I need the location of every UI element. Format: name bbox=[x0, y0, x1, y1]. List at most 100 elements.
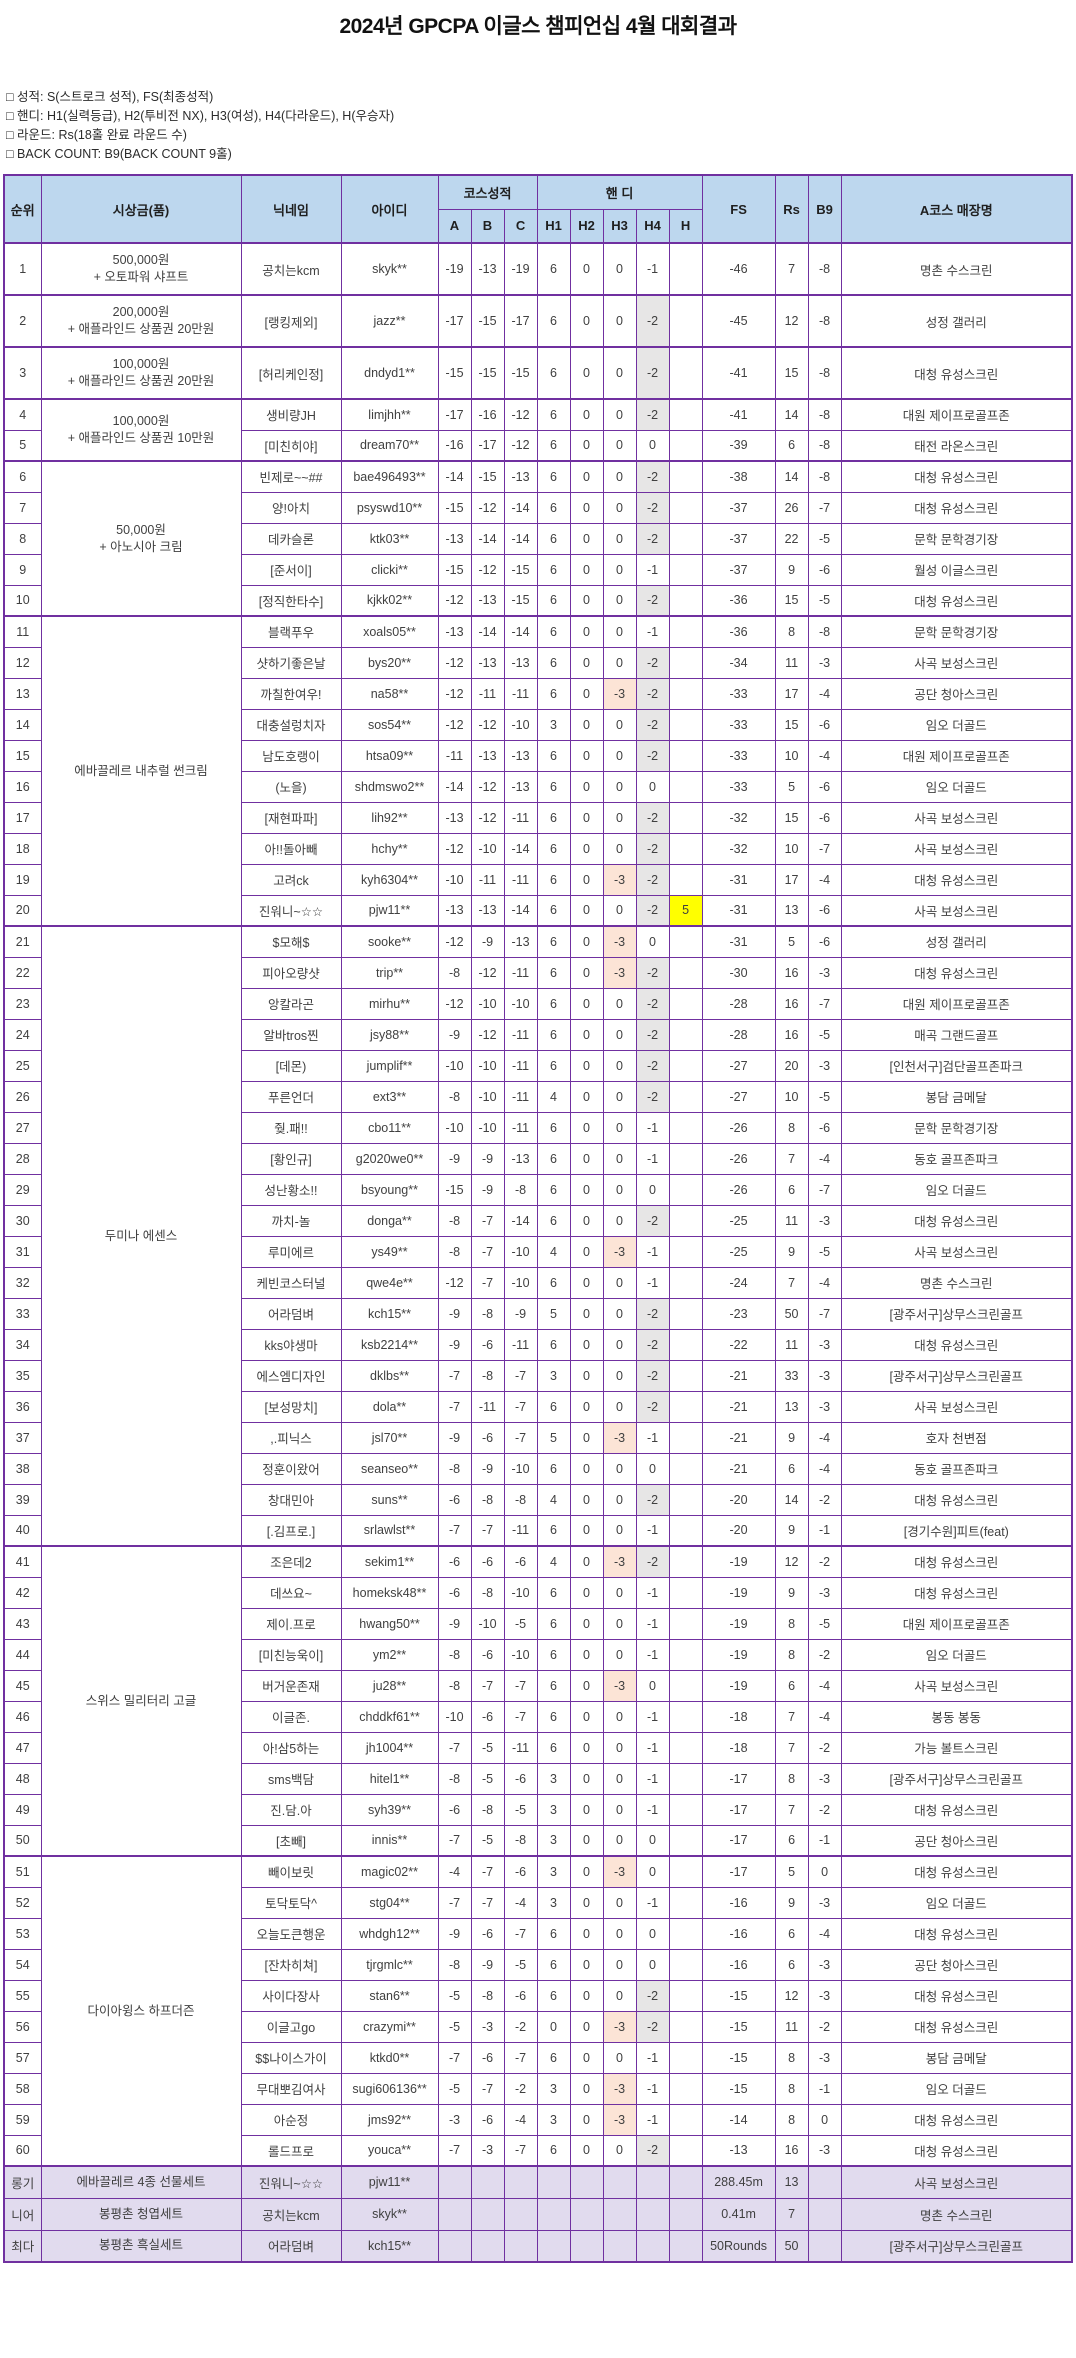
cell-score-c: -11 bbox=[503, 1328, 538, 1361]
cell-h1 bbox=[536, 2197, 571, 2231]
cell-h bbox=[668, 2165, 703, 2199]
cell-score-c: -14 bbox=[503, 1204, 538, 1237]
cell-prize: 봉평촌 흑실세트 bbox=[40, 2229, 242, 2263]
cell-score-b: -12 bbox=[470, 708, 505, 741]
cell-score-c: -4 bbox=[503, 2103, 538, 2136]
cell-h2: 0 bbox=[569, 1855, 604, 1888]
cell-fs: -32 bbox=[701, 832, 776, 865]
cell-store: 대청 유성스크린 bbox=[840, 1855, 1073, 1888]
cell-score-c: -10 bbox=[503, 1266, 538, 1299]
cell-score-c: -7 bbox=[503, 1917, 538, 1950]
cell-score-b: -9 bbox=[470, 1173, 505, 1206]
cell-b9 bbox=[807, 2229, 842, 2263]
cell-h1: 6 bbox=[536, 739, 571, 772]
table-row: 21 두미나 에센스 $모해$ sooke** -12 -9 -13 6 0 -3 0 -31 5 -6 성… bbox=[3, 925, 1073, 1547]
cell-id: dndyd1** bbox=[340, 346, 439, 400]
cell-h bbox=[668, 2041, 703, 2074]
cell-h4: -1 bbox=[635, 1886, 670, 1919]
cell-rs: 16 bbox=[774, 2134, 809, 2167]
cell-rs: 12 bbox=[774, 1545, 809, 1578]
cell-score-c: -2 bbox=[503, 2010, 538, 2043]
cell-h2: 0 bbox=[569, 1669, 604, 1702]
cell-store: 사곡 보성스크린 bbox=[840, 1390, 1073, 1423]
cell-score-a: -12 bbox=[437, 646, 472, 679]
cell-h4: -2 bbox=[635, 987, 670, 1020]
cell-h3: 0 bbox=[602, 1297, 637, 1330]
cell-h3: 0 bbox=[602, 1018, 637, 1051]
header-h1: H1 bbox=[536, 208, 571, 244]
header-h4: H4 bbox=[635, 208, 670, 244]
cell-h2: 0 bbox=[569, 1731, 604, 1764]
cell-h4: -2 bbox=[635, 708, 670, 741]
cell-rank: 4 bbox=[3, 398, 42, 431]
cell-store: 대청 유성스크린 bbox=[840, 1793, 1073, 1826]
cell-rs: 7 bbox=[774, 2197, 809, 2231]
cell-nickname: 데카슬론 bbox=[240, 522, 342, 555]
cell-score-b: -8 bbox=[470, 1297, 505, 1330]
cell-id: clicki** bbox=[340, 553, 439, 586]
cell-score-c: -13 bbox=[503, 460, 538, 493]
cell-score-a: -12 bbox=[437, 925, 472, 958]
cell-score-c: -11 bbox=[503, 1731, 538, 1764]
cell-h4: 0 bbox=[635, 770, 670, 803]
cell-rank: 25 bbox=[3, 1049, 42, 1082]
cell-rs: 7 bbox=[774, 1731, 809, 1764]
table-row: 2 200,000원 + 애플라인드 상품권 20만원 [랭킹제외] jazz** -17… bbox=[3, 294, 1073, 348]
cell-id: dklbs** bbox=[340, 1359, 439, 1392]
cell-rank: 60 bbox=[3, 2134, 42, 2167]
cell-h4: -2 bbox=[635, 1297, 670, 1330]
cell-h2: 0 bbox=[569, 1173, 604, 1206]
cell-rank: 53 bbox=[3, 1917, 42, 1950]
cell-h bbox=[668, 956, 703, 989]
cell-score-c: -7 bbox=[503, 1359, 538, 1392]
cell-h4: 0 bbox=[635, 1855, 670, 1888]
cell-h3: 0 bbox=[602, 770, 637, 803]
table-row: 8 데카슬론 ktk03** -13 -14 -14 6 0 0 -2 -37 22 -5 문학 문학경기… bbox=[3, 522, 1073, 555]
cell-b9: -3 bbox=[807, 2134, 842, 2167]
cell-h3: 0 bbox=[602, 801, 637, 834]
cell-h3: 0 bbox=[602, 346, 637, 400]
legend-line-rounds: □ 라운드: Rs(18홀 완료 라운드 수) bbox=[6, 128, 187, 142]
cell-prize: 두미나 에센스 bbox=[40, 925, 242, 1547]
cell-score-b: -11 bbox=[470, 1390, 505, 1423]
cell-h bbox=[668, 1731, 703, 1764]
cell-b9: -7 bbox=[807, 1297, 842, 1330]
cell-h bbox=[668, 294, 703, 348]
table-row: 52 토닥토닥^ stg04** -7 -7 -4 3 0 0 -1 -16 9 -3 임오 더골드 bbox=[3, 1886, 1073, 1919]
cell-fs: -26 bbox=[701, 1111, 776, 1144]
cell-nickname: 생비량JH bbox=[240, 398, 342, 431]
cell-h4: -2 bbox=[635, 863, 670, 896]
cell-fs: -13 bbox=[701, 2134, 776, 2167]
cell-nickname: 이글존. bbox=[240, 1700, 342, 1733]
cell-score-a: -7 bbox=[437, 1886, 472, 1919]
cell-store: 문학 문학경기장 bbox=[840, 522, 1073, 555]
cell-score-a: -9 bbox=[437, 1607, 472, 1640]
cell-store: 대청 유성스크린 bbox=[840, 2103, 1073, 2136]
cell-score-a: -8 bbox=[437, 1204, 472, 1237]
cell-rs: 8 bbox=[774, 1762, 809, 1795]
cell-h bbox=[668, 1638, 703, 1671]
cell-score-a: -7 bbox=[437, 1731, 472, 1764]
cell-score-b: -14 bbox=[470, 522, 505, 555]
cell-score-c: -10 bbox=[503, 1576, 538, 1609]
cell-b9: -3 bbox=[807, 1886, 842, 1919]
cell-nickname: 오늘도큰행운 bbox=[240, 1917, 342, 1950]
cell-store: 동호 골프존파크 bbox=[840, 1452, 1073, 1485]
table-row: 19 고려ck kyh6304** -10 -11 -11 6 0 -3 -2 -31 17 -4 대청 … bbox=[3, 863, 1073, 896]
cell-h2: 0 bbox=[569, 863, 604, 896]
table-row: 6 50,000원 + 아노시아 크림 빈제로~~## bae496493** -14 -1… bbox=[3, 460, 1073, 617]
cell-h4: -2 bbox=[635, 739, 670, 772]
cell-id: kch15** bbox=[340, 1297, 439, 1330]
cell-score-c: -7 bbox=[503, 2134, 538, 2167]
cell-score-b: -10 bbox=[470, 1111, 505, 1144]
cell-fs: -46 bbox=[701, 242, 776, 296]
cell-score-c: -11 bbox=[503, 801, 538, 834]
cell-nickname: 공치는kcm bbox=[240, 242, 342, 296]
cell-score-c: -6 bbox=[503, 1545, 538, 1578]
cell-score-a: -8 bbox=[437, 1235, 472, 1268]
cell-b9: -4 bbox=[807, 1669, 842, 1702]
table-row: 42 데쓰요~ homeksk48** -6 -8 -10 6 0 0 -1 -19 9 -3 대청 유성… bbox=[3, 1576, 1073, 1609]
cell-h2: 0 bbox=[569, 1545, 604, 1578]
cell-h1: 6 bbox=[536, 1452, 571, 1485]
cell-score-a: -11 bbox=[437, 739, 472, 772]
